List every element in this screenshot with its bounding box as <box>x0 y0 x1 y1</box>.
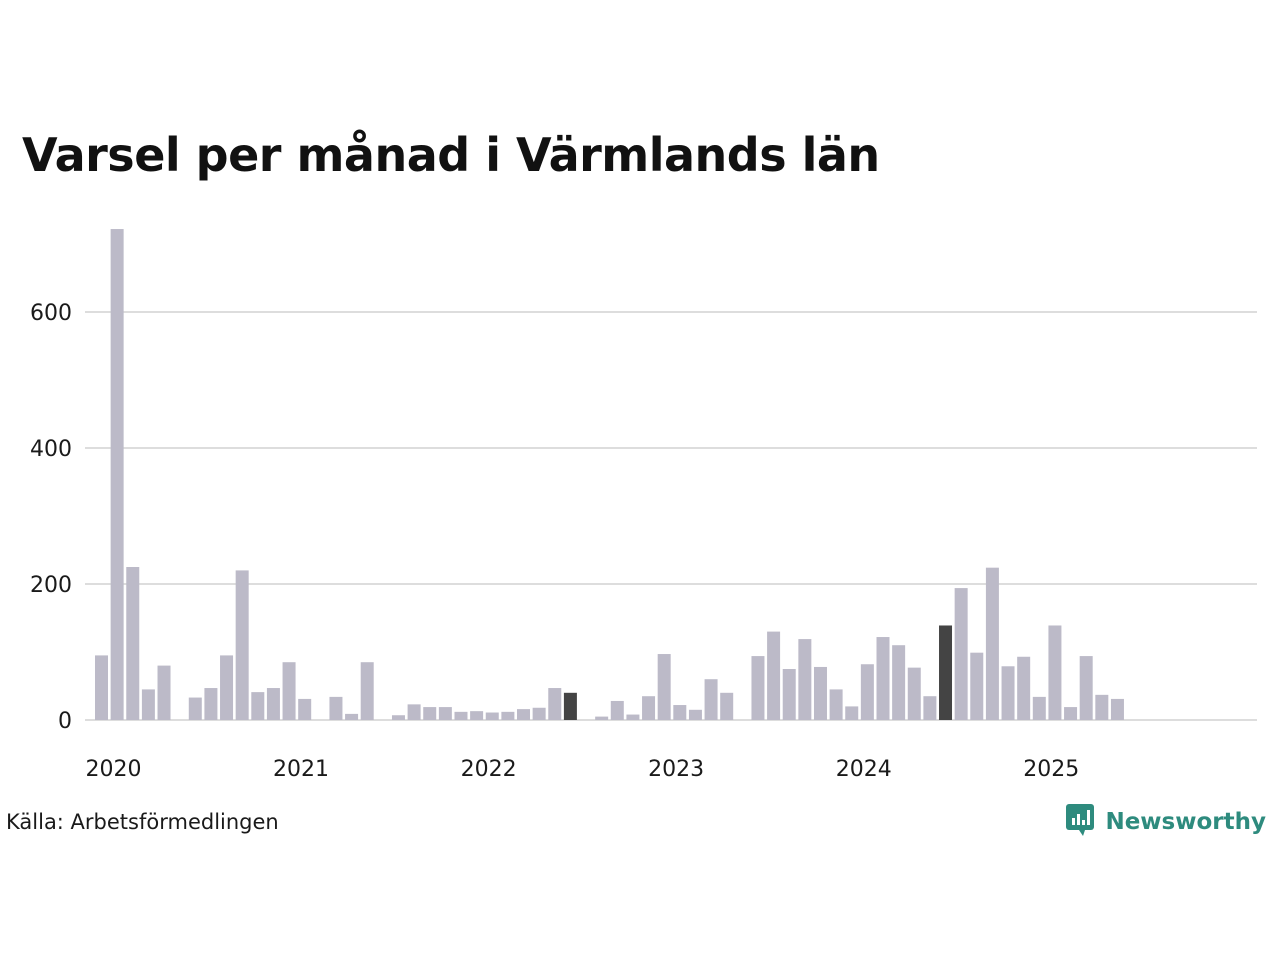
bar-2021-02 <box>298 698 312 720</box>
source-note: Källa: Arbetsförmedlingen <box>6 810 279 834</box>
bar-2020-02 <box>110 229 124 721</box>
bar-2023-09 <box>782 669 796 720</box>
bar-2024-01 <box>845 706 859 720</box>
x-axis-ticks: 2020 2021 2022 2023 2024 2025 <box>86 757 1080 782</box>
bar-2024-12 <box>1017 656 1031 720</box>
x-tick-label: 2025 <box>1023 757 1079 782</box>
bar-2024-06 <box>923 696 937 720</box>
bar-2023-10 <box>798 639 812 720</box>
bar-2021-04 <box>329 696 343 720</box>
bar-2024-04 <box>892 645 906 720</box>
bar-2022-11 <box>626 714 640 720</box>
bar-2022-07 <box>563 692 577 720</box>
bar-2025-01 <box>1032 696 1046 720</box>
y-tick-label: 0 <box>58 709 72 734</box>
bar-2025-02 <box>1048 625 1062 720</box>
bar-2020-09 <box>220 655 234 720</box>
bar-2020-07 <box>188 697 202 720</box>
y-axis-ticks: 0 200 400 600 <box>30 301 72 734</box>
bar-2021-11 <box>438 707 452 720</box>
bar-2023-11 <box>813 666 827 720</box>
bar-2020-04 <box>141 689 155 720</box>
bar-2023-12 <box>829 689 843 720</box>
bar-2025-03 <box>1064 707 1078 720</box>
bar-2020-11 <box>251 692 265 720</box>
bar-2023-07 <box>751 656 765 720</box>
bar-2023-04 <box>704 679 718 720</box>
brand-logo[interactable]: Newsworthy <box>1065 803 1266 841</box>
bar-2020-01 <box>95 655 108 720</box>
bar-2021-10 <box>423 707 437 720</box>
bar-2022-05 <box>532 707 546 720</box>
bar-2020-08 <box>204 688 218 720</box>
bar-2021-01 <box>282 662 296 720</box>
bar-2021-06 <box>360 662 374 720</box>
y-tick-label: 200 <box>30 573 72 598</box>
bar-2020-03 <box>126 567 140 720</box>
bar-2020-05 <box>157 665 171 720</box>
bar-2024-02 <box>860 664 874 720</box>
newsworthy-logo-icon <box>1065 803 1097 841</box>
bar-2022-02 <box>485 712 499 720</box>
bar-2023-01 <box>657 654 671 720</box>
bar-2022-04 <box>517 709 531 720</box>
bar-2025-06 <box>1110 698 1124 720</box>
bar-2024-10 <box>985 567 999 720</box>
bar-2021-05 <box>345 713 359 720</box>
grid-lines <box>85 311 1257 721</box>
bar-2023-03 <box>688 709 702 720</box>
bar-2021-09 <box>407 704 421 720</box>
brand-name: Newsworthy <box>1105 809 1266 835</box>
bar-2021-12 <box>454 711 468 720</box>
bar-2022-03 <box>501 711 515 720</box>
bar-2022-09 <box>595 716 609 720</box>
bar-2023-08 <box>767 631 781 720</box>
y-tick-label: 600 <box>30 301 72 326</box>
bars <box>95 229 1124 721</box>
bar-2024-07 <box>939 625 953 720</box>
bar-2022-12 <box>642 696 656 720</box>
bar-2025-04 <box>1079 656 1093 720</box>
bar-2025-05 <box>1095 694 1109 720</box>
x-tick-label: 2024 <box>836 757 892 782</box>
bar-2024-08 <box>954 588 968 720</box>
bar-2022-10 <box>610 700 624 720</box>
x-tick-label: 2021 <box>273 757 329 782</box>
bar-2022-01 <box>470 711 484 720</box>
bar-2024-11 <box>1001 666 1015 720</box>
chart-title: Varsel per månad i Värmlands län <box>22 128 880 182</box>
bar-2024-09 <box>970 652 984 720</box>
bar-2023-05 <box>720 692 734 720</box>
bar-2020-10 <box>235 570 249 720</box>
bar-2024-05 <box>907 667 921 720</box>
y-tick-label: 400 <box>30 437 72 462</box>
bar-2022-06 <box>548 688 562 720</box>
bar-2023-02 <box>673 705 687 720</box>
bar-2021-08 <box>391 715 405 720</box>
bar-2024-03 <box>876 637 890 720</box>
bar-2020-12 <box>266 688 280 720</box>
x-tick-label: 2022 <box>461 757 517 782</box>
x-tick-label: 2020 <box>86 757 142 782</box>
x-tick-label: 2023 <box>648 757 704 782</box>
